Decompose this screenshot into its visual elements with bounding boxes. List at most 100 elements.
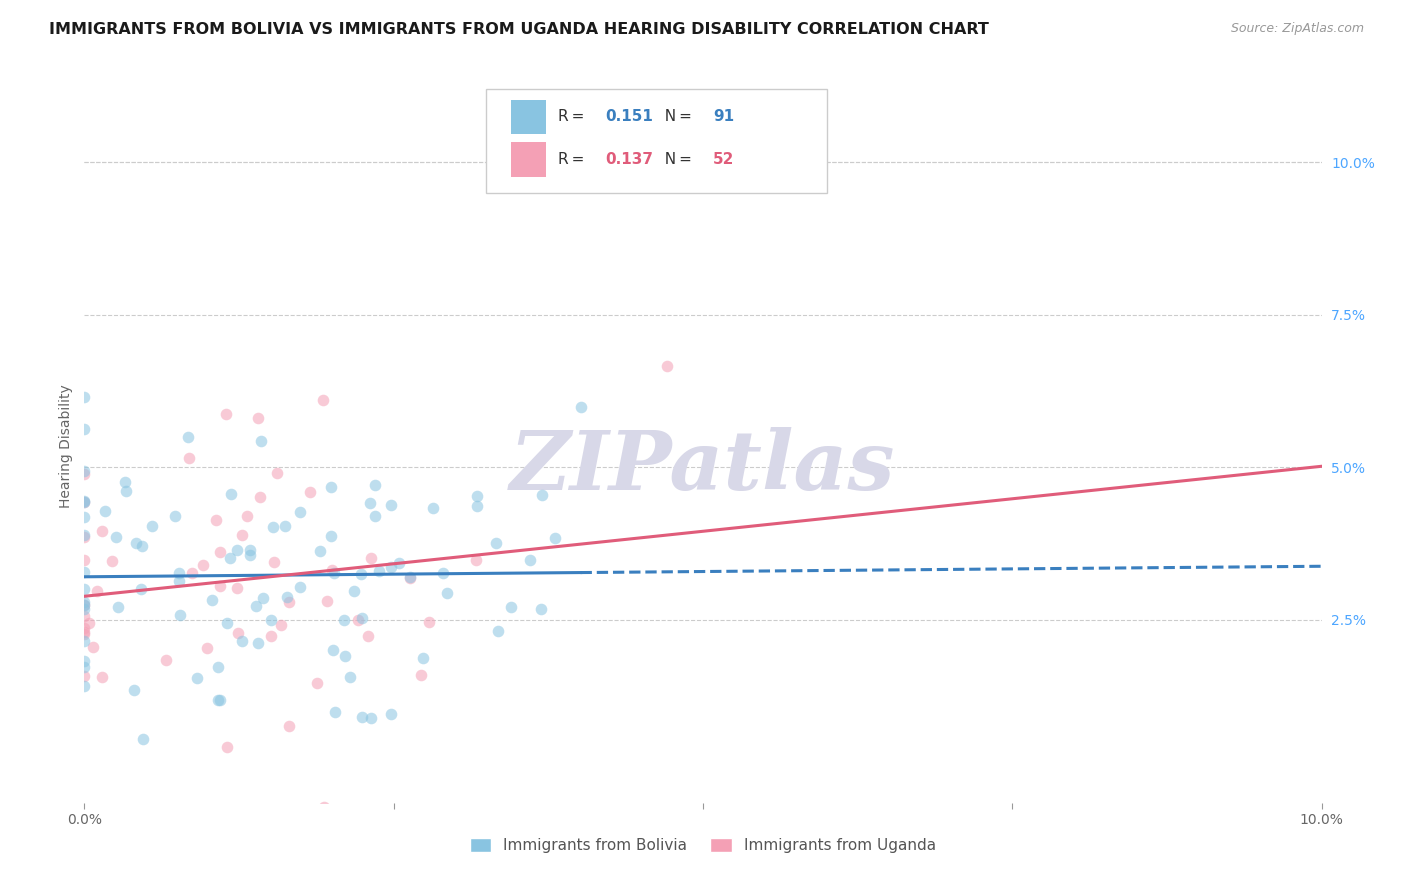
Point: [73, 633, 96, 648]
Text: R =: R =: [558, 152, 588, 167]
Point: [82, 640, 104, 655]
Point: [73, 654, 96, 668]
Point: [485, 536, 508, 550]
Point: [73, 627, 96, 641]
Point: [73, 528, 96, 542]
Point: [380, 560, 402, 574]
Point: [208, 579, 231, 593]
Point: [357, 628, 380, 642]
Text: 0.151: 0.151: [605, 109, 654, 124]
Point: [73, 390, 96, 404]
Point: [316, 594, 339, 608]
Point: [73, 659, 96, 673]
Point: [115, 484, 138, 499]
Point: [132, 731, 155, 746]
Point: [104, 530, 127, 544]
Point: [73, 599, 96, 613]
Point: [368, 564, 391, 578]
Point: [252, 591, 274, 606]
Point: [360, 711, 382, 725]
Point: [177, 430, 200, 444]
Point: [322, 566, 344, 580]
Point: [465, 489, 488, 503]
Point: [246, 635, 269, 649]
Point: [205, 513, 228, 527]
Point: [288, 505, 311, 519]
Point: [364, 478, 387, 492]
Point: [226, 542, 249, 557]
Point: [436, 586, 458, 600]
Point: [73, 467, 96, 482]
Point: [655, 359, 678, 373]
Point: [263, 555, 285, 569]
Point: [169, 608, 191, 623]
Text: 52: 52: [713, 152, 734, 167]
Point: [73, 495, 96, 509]
Point: [91, 670, 114, 684]
Point: [312, 800, 335, 814]
Point: [73, 495, 96, 509]
Point: [347, 613, 370, 627]
Point: [311, 393, 333, 408]
Point: [77, 616, 100, 631]
Point: [323, 705, 346, 719]
Point: [131, 539, 153, 553]
Point: [418, 615, 440, 629]
Point: [380, 707, 402, 722]
Point: [398, 570, 420, 584]
Point: [276, 590, 298, 604]
Point: [73, 582, 96, 596]
Point: [195, 641, 218, 656]
Point: [388, 557, 411, 571]
Point: [530, 602, 553, 616]
FancyBboxPatch shape: [512, 100, 546, 134]
Point: [201, 593, 224, 607]
Point: [125, 536, 148, 550]
Point: [262, 519, 284, 533]
Point: [343, 584, 366, 599]
Point: [270, 618, 292, 632]
Point: [73, 609, 96, 624]
Point: [101, 553, 124, 567]
Text: ZIPatlas: ZIPatlas: [510, 427, 896, 508]
Point: [208, 693, 231, 707]
Point: [307, 675, 329, 690]
Point: [107, 600, 129, 615]
Point: [181, 566, 204, 580]
Point: [186, 672, 208, 686]
Point: [339, 670, 361, 684]
Point: [114, 475, 136, 489]
Point: [73, 601, 96, 615]
Point: [218, 550, 240, 565]
Point: [73, 566, 96, 580]
Point: [245, 599, 267, 614]
FancyBboxPatch shape: [512, 143, 546, 177]
Point: [544, 531, 567, 545]
Point: [155, 653, 177, 667]
Point: [530, 487, 553, 501]
Point: [209, 545, 232, 559]
Point: [167, 566, 190, 580]
Point: [277, 719, 299, 733]
FancyBboxPatch shape: [486, 89, 827, 193]
Point: [239, 543, 262, 558]
Point: [467, 499, 489, 513]
Point: [266, 466, 288, 480]
Point: [288, 580, 311, 594]
Point: [322, 643, 344, 657]
Point: [519, 552, 541, 566]
Point: [219, 487, 242, 501]
Point: [360, 550, 382, 565]
Point: [129, 582, 152, 596]
Point: [486, 624, 509, 638]
Point: [399, 571, 422, 585]
Point: [321, 480, 343, 494]
Text: N =: N =: [655, 109, 695, 124]
Point: [308, 543, 330, 558]
Point: [73, 669, 96, 683]
Point: [215, 615, 238, 630]
Point: [246, 411, 269, 425]
Point: [228, 626, 250, 640]
Point: [207, 693, 229, 707]
Point: [73, 530, 96, 544]
